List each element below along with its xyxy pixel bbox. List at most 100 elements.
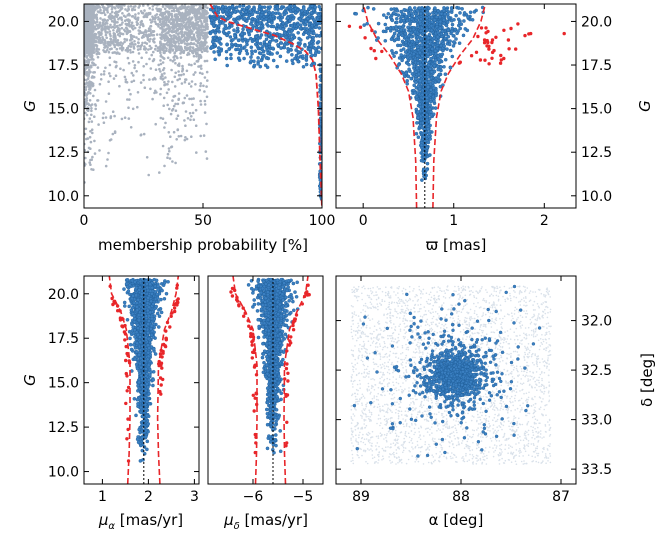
- field-point: [84, 67, 88, 70]
- field-point: [199, 99, 202, 103]
- member-point: [261, 44, 265, 49]
- outlier-point: [487, 62, 491, 66]
- member-point: [246, 38, 250, 43]
- member-point: [415, 66, 420, 71]
- field-point: [116, 33, 120, 36]
- field-point: [86, 4, 90, 7]
- field-point: [111, 25, 115, 29]
- field-point: [192, 33, 196, 36]
- field-point: [163, 12, 166, 15]
- field-point: [123, 37, 126, 41]
- member-point: [215, 38, 219, 42]
- member-point: [389, 15, 393, 20]
- field-point: [95, 44, 99, 48]
- field-point: [102, 121, 106, 124]
- outlier-point: [514, 47, 518, 51]
- member-point: [313, 46, 318, 51]
- field-point: [98, 26, 101, 29]
- member-point: [395, 8, 400, 13]
- field-point: [147, 34, 150, 37]
- member-point: [239, 46, 244, 50]
- member-point: [287, 27, 292, 32]
- field-point: [88, 80, 91, 83]
- member-point: [438, 19, 443, 24]
- field-point: [112, 32, 116, 35]
- member-point: [443, 36, 448, 41]
- member-point: [412, 44, 416, 49]
- field-point: [191, 16, 194, 19]
- member-point: [412, 6, 417, 10]
- field-point: [84, 54, 87, 58]
- field-point: [93, 139, 96, 143]
- field-point: [175, 22, 179, 25]
- field-point: [130, 25, 133, 28]
- member-point: [412, 91, 417, 95]
- field-point: [85, 35, 88, 38]
- field-point: [167, 88, 170, 91]
- field-point: [84, 82, 87, 86]
- field-point: [157, 15, 160, 19]
- field-point: [149, 18, 152, 22]
- field-point: [165, 38, 169, 42]
- member-point: [429, 15, 434, 20]
- field-point: [177, 42, 181, 45]
- prob-ylabel: G: [21, 100, 39, 112]
- member-point: [417, 50, 422, 55]
- field-point: [134, 17, 138, 21]
- member-point: [310, 23, 315, 28]
- member-point: [249, 45, 254, 50]
- member-point: [418, 19, 422, 24]
- field-point: [188, 16, 191, 19]
- field-point: [91, 15, 95, 18]
- field-point: [142, 78, 145, 82]
- member-point: [419, 37, 423, 41]
- field-point: [165, 24, 168, 27]
- field-point: [129, 51, 132, 54]
- member-point: [290, 53, 294, 57]
- field-point: [171, 99, 174, 102]
- outlier-point: [380, 49, 384, 54]
- field-point: [127, 44, 131, 48]
- field-point: [118, 23, 122, 27]
- field-point: [152, 58, 156, 62]
- member-point: [267, 42, 272, 46]
- field-point: [166, 83, 169, 86]
- field-point: [160, 12, 163, 15]
- field-point: [199, 16, 203, 19]
- member-point: [224, 56, 229, 61]
- field-point: [156, 49, 160, 52]
- member-point: [419, 26, 424, 31]
- field-point: [192, 37, 196, 40]
- member-point: [270, 52, 274, 56]
- field-point: [169, 34, 173, 38]
- outlier-point: [490, 56, 494, 60]
- field-point: [89, 163, 92, 166]
- field-point: [131, 60, 135, 63]
- member-point: [437, 15, 442, 19]
- field-point: [197, 9, 200, 13]
- field-point: [92, 71, 95, 74]
- member-point: [441, 18, 446, 22]
- field-point: [167, 29, 171, 33]
- member-point: [250, 39, 255, 44]
- field-point: [148, 78, 151, 81]
- field-point: [89, 158, 92, 162]
- member-point: [305, 16, 310, 21]
- field-point: [194, 15, 197, 18]
- member-point: [260, 47, 265, 52]
- field-point: [120, 26, 124, 30]
- member-point: [404, 14, 408, 19]
- member-point: [394, 50, 399, 55]
- member-point: [397, 32, 401, 37]
- field-point: [129, 45, 133, 48]
- field-point: [189, 85, 193, 88]
- member-point: [417, 99, 422, 104]
- field-point: [145, 156, 149, 159]
- field-point: [85, 102, 89, 106]
- member-point: [310, 53, 315, 58]
- field-point: [149, 67, 153, 70]
- field-point: [206, 6, 209, 10]
- field-point: [185, 94, 189, 97]
- field-point: [186, 28, 189, 31]
